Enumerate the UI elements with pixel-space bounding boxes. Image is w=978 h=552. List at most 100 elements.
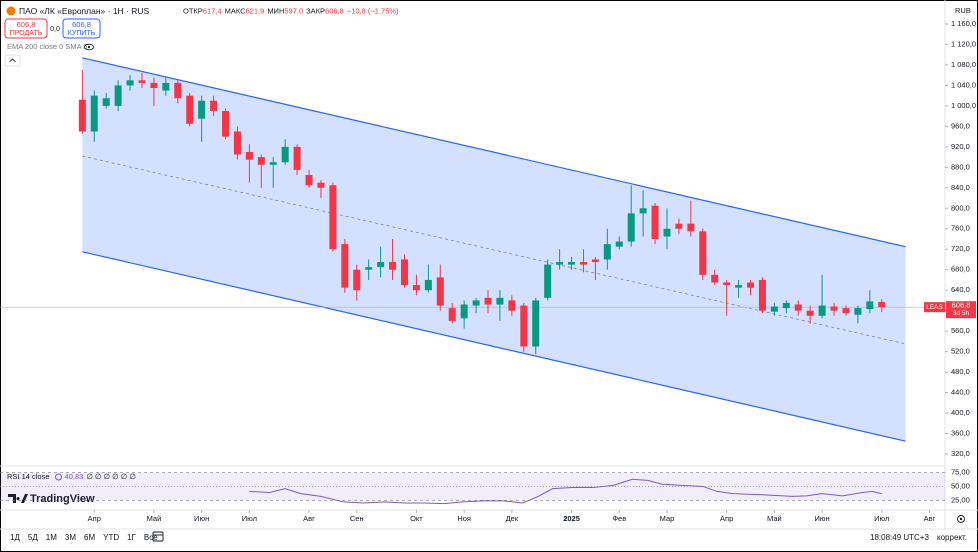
- settings-icon[interactable]: [957, 515, 965, 523]
- candle-body: [245, 151, 253, 160]
- candle-body: [770, 306, 778, 312]
- x-tick-label: Мар: [660, 514, 675, 523]
- buy-label: КУПИТЬ: [68, 30, 96, 37]
- logo: TradingView: [8, 493, 95, 505]
- channel-upper: [82, 57, 906, 248]
- x-tick-label: Авг: [303, 514, 315, 523]
- candle-body: [114, 85, 122, 106]
- ohlc-label: ОТКР: [183, 6, 203, 15]
- candle-body: [830, 306, 838, 311]
- price-tag-countdown: 3d 5h: [953, 310, 970, 317]
- collapse-button[interactable]: [4, 54, 21, 67]
- candle-body: [472, 300, 480, 306]
- y-tick-label: 720,0: [951, 244, 970, 253]
- candle-body: [591, 259, 599, 263]
- candle-body: [842, 308, 850, 314]
- candle-body: [293, 146, 301, 170]
- range-button[interactable]: Все: [144, 533, 158, 542]
- rsi-line: [249, 478, 882, 505]
- y-tick-label: 360,0: [951, 429, 970, 438]
- y-tick-label: 1 160,0: [951, 19, 976, 28]
- sell-price: 606,8: [17, 20, 36, 29]
- candle-body: [806, 310, 814, 316]
- ohlc-value: 621,9: [246, 6, 265, 15]
- candle-body: [102, 98, 110, 106]
- x-tick-label: Июн: [815, 514, 830, 523]
- y-tick-label: 320,0: [951, 449, 970, 458]
- eye-icon[interactable]: [84, 43, 94, 51]
- sell-button[interactable]: [4, 18, 48, 39]
- candle-body: [556, 262, 564, 265]
- candle-body: [818, 305, 826, 316]
- candle-body: [150, 82, 158, 88]
- buy-button[interactable]: [62, 18, 101, 39]
- y-tick-label: 440,0: [951, 388, 970, 397]
- x-tick-label: Апр: [88, 514, 101, 523]
- candle-body: [389, 262, 397, 270]
- candle-body: [603, 244, 611, 260]
- candle-body: [210, 100, 218, 112]
- range-button[interactable]: YTD: [103, 533, 119, 542]
- candle-body: [496, 297, 504, 305]
- logo-text: TradingView: [30, 493, 95, 505]
- candle-body: [365, 267, 373, 270]
- range-button[interactable]: 1Г: [127, 533, 136, 542]
- ohlc-label: МИН: [267, 6, 284, 15]
- candle-body: [281, 146, 289, 163]
- candle-body: [162, 82, 170, 91]
- range-button[interactable]: 1М: [46, 533, 57, 542]
- range-button[interactable]: 5Д: [28, 533, 38, 542]
- range-button[interactable]: 1Д: [10, 533, 20, 542]
- rsi-icon: [55, 473, 63, 481]
- rsi-label: RSI 14 close: [7, 472, 50, 481]
- adjust-toggle[interactable]: коррект.: [937, 533, 967, 542]
- change: −10,8 (−1,75%): [347, 6, 399, 15]
- spread: 0,0: [50, 26, 60, 33]
- currency[interactable]: RUB: [955, 6, 971, 15]
- candle-body: [484, 297, 492, 305]
- sell-label: ПРОДАТЬ: [10, 30, 43, 37]
- x-tick-label: Июл: [242, 514, 257, 523]
- candle-body: [735, 285, 743, 288]
- indicator-label: EMA 200 close 0 SMA 5: [7, 42, 87, 51]
- range-button[interactable]: 3М: [65, 533, 76, 542]
- symbol-tag-text: LEAS: [926, 304, 943, 311]
- candle-body: [663, 228, 671, 237]
- range-button[interactable]: 6М: [84, 533, 95, 542]
- candle-body: [90, 95, 98, 132]
- candle-body: [198, 100, 206, 119]
- candle-body: [532, 300, 540, 347]
- rsi-extras: ∅ ∅ ∅ ∅ ∅ ∅: [86, 472, 136, 481]
- ohlc-value: 597,0: [284, 6, 303, 15]
- candle-body: [699, 231, 707, 275]
- candle-body: [782, 302, 790, 309]
- candle-body: [353, 269, 361, 291]
- candle-body: [794, 304, 802, 311]
- candle-body: [436, 277, 444, 306]
- candle-body: [257, 157, 265, 165]
- symbol-title: ПАО «ЛК «Европлан» · 1Н · RUS: [19, 6, 150, 16]
- y-tick-label: 520,0: [951, 347, 970, 356]
- candle-body: [233, 131, 241, 155]
- x-tick-label: Ноя: [457, 514, 471, 523]
- calendar-icon[interactable]: [152, 531, 164, 542]
- candle-body: [377, 262, 385, 268]
- y-tick-label: 920,0: [951, 142, 970, 151]
- y-tick-label: 1 120,0: [951, 39, 976, 48]
- candle-body: [711, 274, 719, 283]
- rsi-tick-label: 75,00: [951, 468, 970, 477]
- candle-body: [878, 301, 886, 308]
- x-tick-label: Май: [147, 514, 162, 523]
- channel-lower: [82, 251, 906, 442]
- x-tick-label: Апр: [720, 514, 733, 523]
- ohlc-row: ОТКР 617,4 МАКС 621,9 МИН 597,0 ЗАКР 606,8 −10,8…: [183, 6, 399, 15]
- y-tick-label: 960,0: [951, 121, 970, 130]
- y-tick-label: 1 080,0: [951, 60, 976, 69]
- rsi-tick-label: 25,00: [951, 495, 970, 504]
- symbol-tag: [924, 302, 945, 313]
- candle-body: [520, 305, 528, 347]
- candle-body: [687, 223, 695, 232]
- candle-body: [329, 185, 337, 250]
- symbol-icon: [6, 6, 16, 16]
